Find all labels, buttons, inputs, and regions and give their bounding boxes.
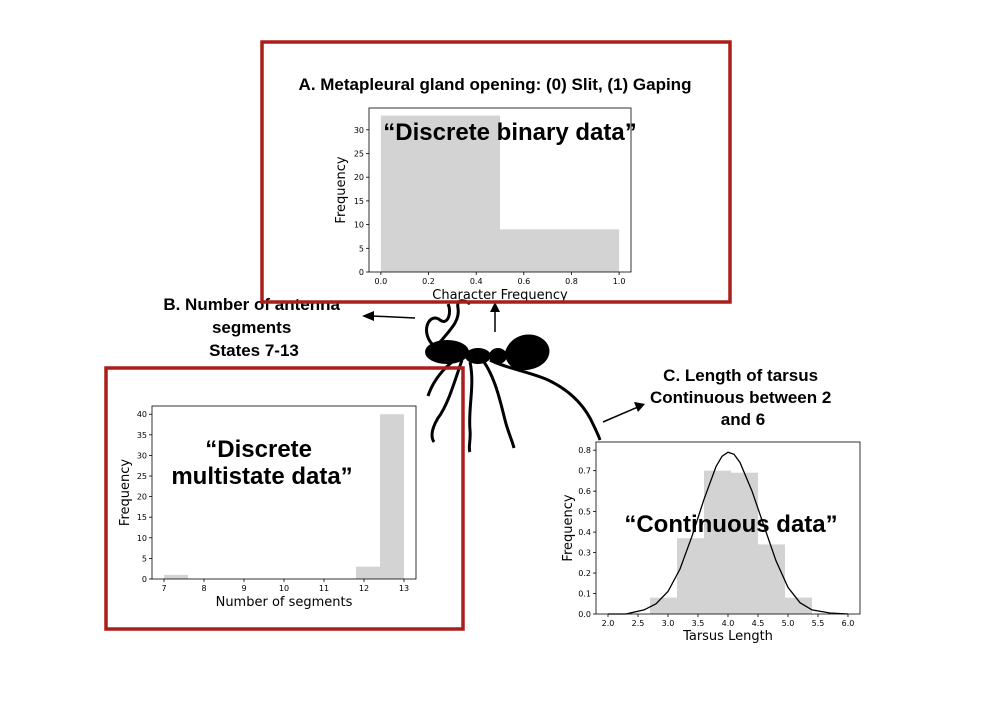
panel-b-ytick-label-0: 0 — [142, 575, 147, 584]
panel-c-bar-2 — [704, 470, 731, 614]
panel-b-title-line-3: States 7-13 — [209, 341, 299, 360]
panel-c-bar-1 — [677, 538, 704, 614]
panel-b-callout-line-2: multistate data” — [171, 463, 352, 490]
panel-b-xtick-label-2: 9 — [241, 584, 246, 593]
panel-c-xtick-label-2: 3.0 — [662, 619, 675, 628]
panel-c-xtick-label-8: 6.0 — [842, 619, 855, 628]
panel-b-ytick-label-3: 15 — [137, 513, 147, 522]
panel-a-chart: 0.0 0.2 0.4 0.6 0.8 1.0 0 5 10 15 20 25 30 Character … — [334, 107, 632, 303]
panel-a-xlabel: Character Frequency — [432, 288, 568, 303]
annotation-arrows — [362, 302, 645, 423]
panel-b-ytick-label-5: 25 — [137, 472, 147, 481]
panel-c-xtick-label-1: 2.5 — [632, 619, 645, 628]
panel-b-callout-line-1: “Discrete — [205, 436, 312, 463]
panel-a-title: A. Metapleural gland opening: (0) Slit, … — [299, 75, 692, 94]
panel-b-bar-8 — [356, 566, 380, 579]
panel-c-title: C. Length of tarsus Continuous between 2… — [650, 366, 836, 429]
panel-c-xtick-label-5: 4.5 — [752, 619, 765, 628]
panel-b-title-line-1: B. Number of antenna — [163, 295, 340, 314]
panel-c-title-line-2: Continuous between 2 — [650, 388, 831, 407]
panel-b-ytick-label-8: 40 — [137, 410, 147, 419]
panel-a-ytick-label-4: 20 — [354, 173, 364, 182]
panel-a-xtick-label-3: 0.6 — [517, 277, 530, 286]
panel-b-xtick-label-6: 13 — [399, 584, 409, 593]
panel-b-xlabel: Number of segments — [216, 595, 353, 610]
panel-a-frame — [260, 40, 732, 304]
panel-c-ytick-label-1: 0.1 — [578, 590, 591, 599]
panel-a-xtick-label-4: 0.8 — [565, 277, 578, 286]
panel-c-xtick-label-4: 4.0 — [722, 619, 735, 628]
panel-c-callout: “Continuous data” — [624, 511, 837, 538]
panel-b-xtick-label-0: 7 — [161, 584, 166, 593]
panel-a-ytick-label-0: 0 — [359, 268, 364, 277]
panel-c-chart: 2.0 2.5 3.0 3.5 4.0 4.5 5.0 5.5 6.0 0.0 0.1 0.2 0.3 0… — [561, 441, 861, 644]
panel-b-ytick-label-1: 5 — [142, 554, 147, 563]
panel-a-callout: “Discrete binary data” — [383, 119, 636, 146]
panel-c-ytick-label-2: 0.2 — [578, 569, 591, 578]
panel-b-title: B. Number of antenna segments States 7-1… — [163, 295, 344, 360]
panel-c-bar-4 — [758, 544, 785, 614]
panel-a-ytick-label-1: 5 — [359, 244, 364, 253]
panel-a-ytick-label-5: 25 — [354, 150, 364, 159]
panel-a-bar-0 — [380, 115, 500, 272]
panel-c-ylabel: Frequency — [561, 494, 576, 561]
panel-c-title-line-3: and 6 — [721, 410, 765, 429]
panel-c-xtick-label-0: 2.0 — [602, 619, 615, 628]
arrow-to-panel-b — [371, 315, 416, 319]
panel-c-xtick-label-7: 5.5 — [812, 619, 825, 628]
panel-c-xtick-label-3: 3.5 — [692, 619, 705, 628]
panel-b-ytick-label-2: 10 — [137, 534, 147, 543]
panel-a-axes-frame — [368, 107, 632, 273]
panel-c-bar-0 — [650, 597, 677, 614]
panel-b-bar-9 — [380, 414, 404, 579]
panel-c-ytick-label-4: 0.4 — [578, 528, 591, 537]
panel-c-ytick-label-7: 0.7 — [578, 467, 591, 476]
panel-b-chart: 7 8 9 10 11 12 13 0 5 10 15 20 25 30 35 40 Number of seg… — [118, 405, 417, 610]
panel-b-ytick-label-7: 35 — [137, 431, 147, 440]
panel-b-ytick-label-6: 30 — [137, 451, 147, 460]
panel-c-xlabel: Tarsus Length — [682, 629, 773, 644]
panel-c-density-line — [608, 451, 849, 615]
charts-layer: 0.0 0.2 0.4 0.6 0.8 1.0 0 5 10 15 20 25 30 Character … — [118, 107, 861, 644]
panel-a-xtick-label-5: 1.0 — [613, 277, 626, 286]
panel-c-ytick-label-5: 0.5 — [578, 508, 591, 517]
arrow-to-panel-c — [602, 406, 639, 423]
panel-a-xtick-label-1: 0.2 — [422, 277, 435, 286]
panel-b-xtick-label-1: 8 — [201, 584, 206, 593]
panel-c-xtick-label-6: 5.0 — [782, 619, 795, 628]
panel-c-ytick-label-0: 0.0 — [578, 610, 591, 619]
panel-c-bar-3 — [731, 472, 758, 614]
panel-b-ylabel: Frequency — [118, 459, 133, 526]
panel-c-title-line-1: C. Length of tarsus — [663, 366, 818, 385]
panel-b-ytick-label-4: 20 — [137, 493, 147, 502]
panel-a-bar-1 — [500, 229, 620, 272]
panel-b-xtick-label-5: 12 — [359, 584, 369, 593]
ant-silhouette-icon — [425, 299, 602, 453]
panel-b-frame — [104, 366, 465, 631]
panel-b-bar-0 — [164, 574, 188, 579]
panel-a-xtick-label-0: 0.0 — [375, 277, 388, 286]
panel-a-ytick-label-3: 15 — [354, 197, 364, 206]
panel-b-title-line-2: segments — [212, 318, 291, 337]
panel-a-ytick-label-6: 30 — [354, 126, 364, 135]
panel-c-bar-5 — [785, 597, 812, 614]
panel-a-ytick-label-2: 10 — [354, 221, 364, 230]
panel-a-ylabel: Frequency — [334, 156, 349, 223]
panel-c-ytick-label-6: 0.6 — [578, 487, 591, 496]
panel-c-ytick-label-8: 0.8 — [578, 446, 591, 455]
panel-b-xtick-label-3: 10 — [279, 584, 289, 593]
panel-c-ytick-label-3: 0.3 — [578, 549, 591, 558]
panel-b-callout: “Discrete multistate data” — [171, 436, 352, 490]
panel-b-axes-frame — [151, 405, 417, 580]
panel-a-xtick-label-2: 0.4 — [470, 277, 483, 286]
panel-b-xtick-label-4: 11 — [319, 584, 329, 593]
